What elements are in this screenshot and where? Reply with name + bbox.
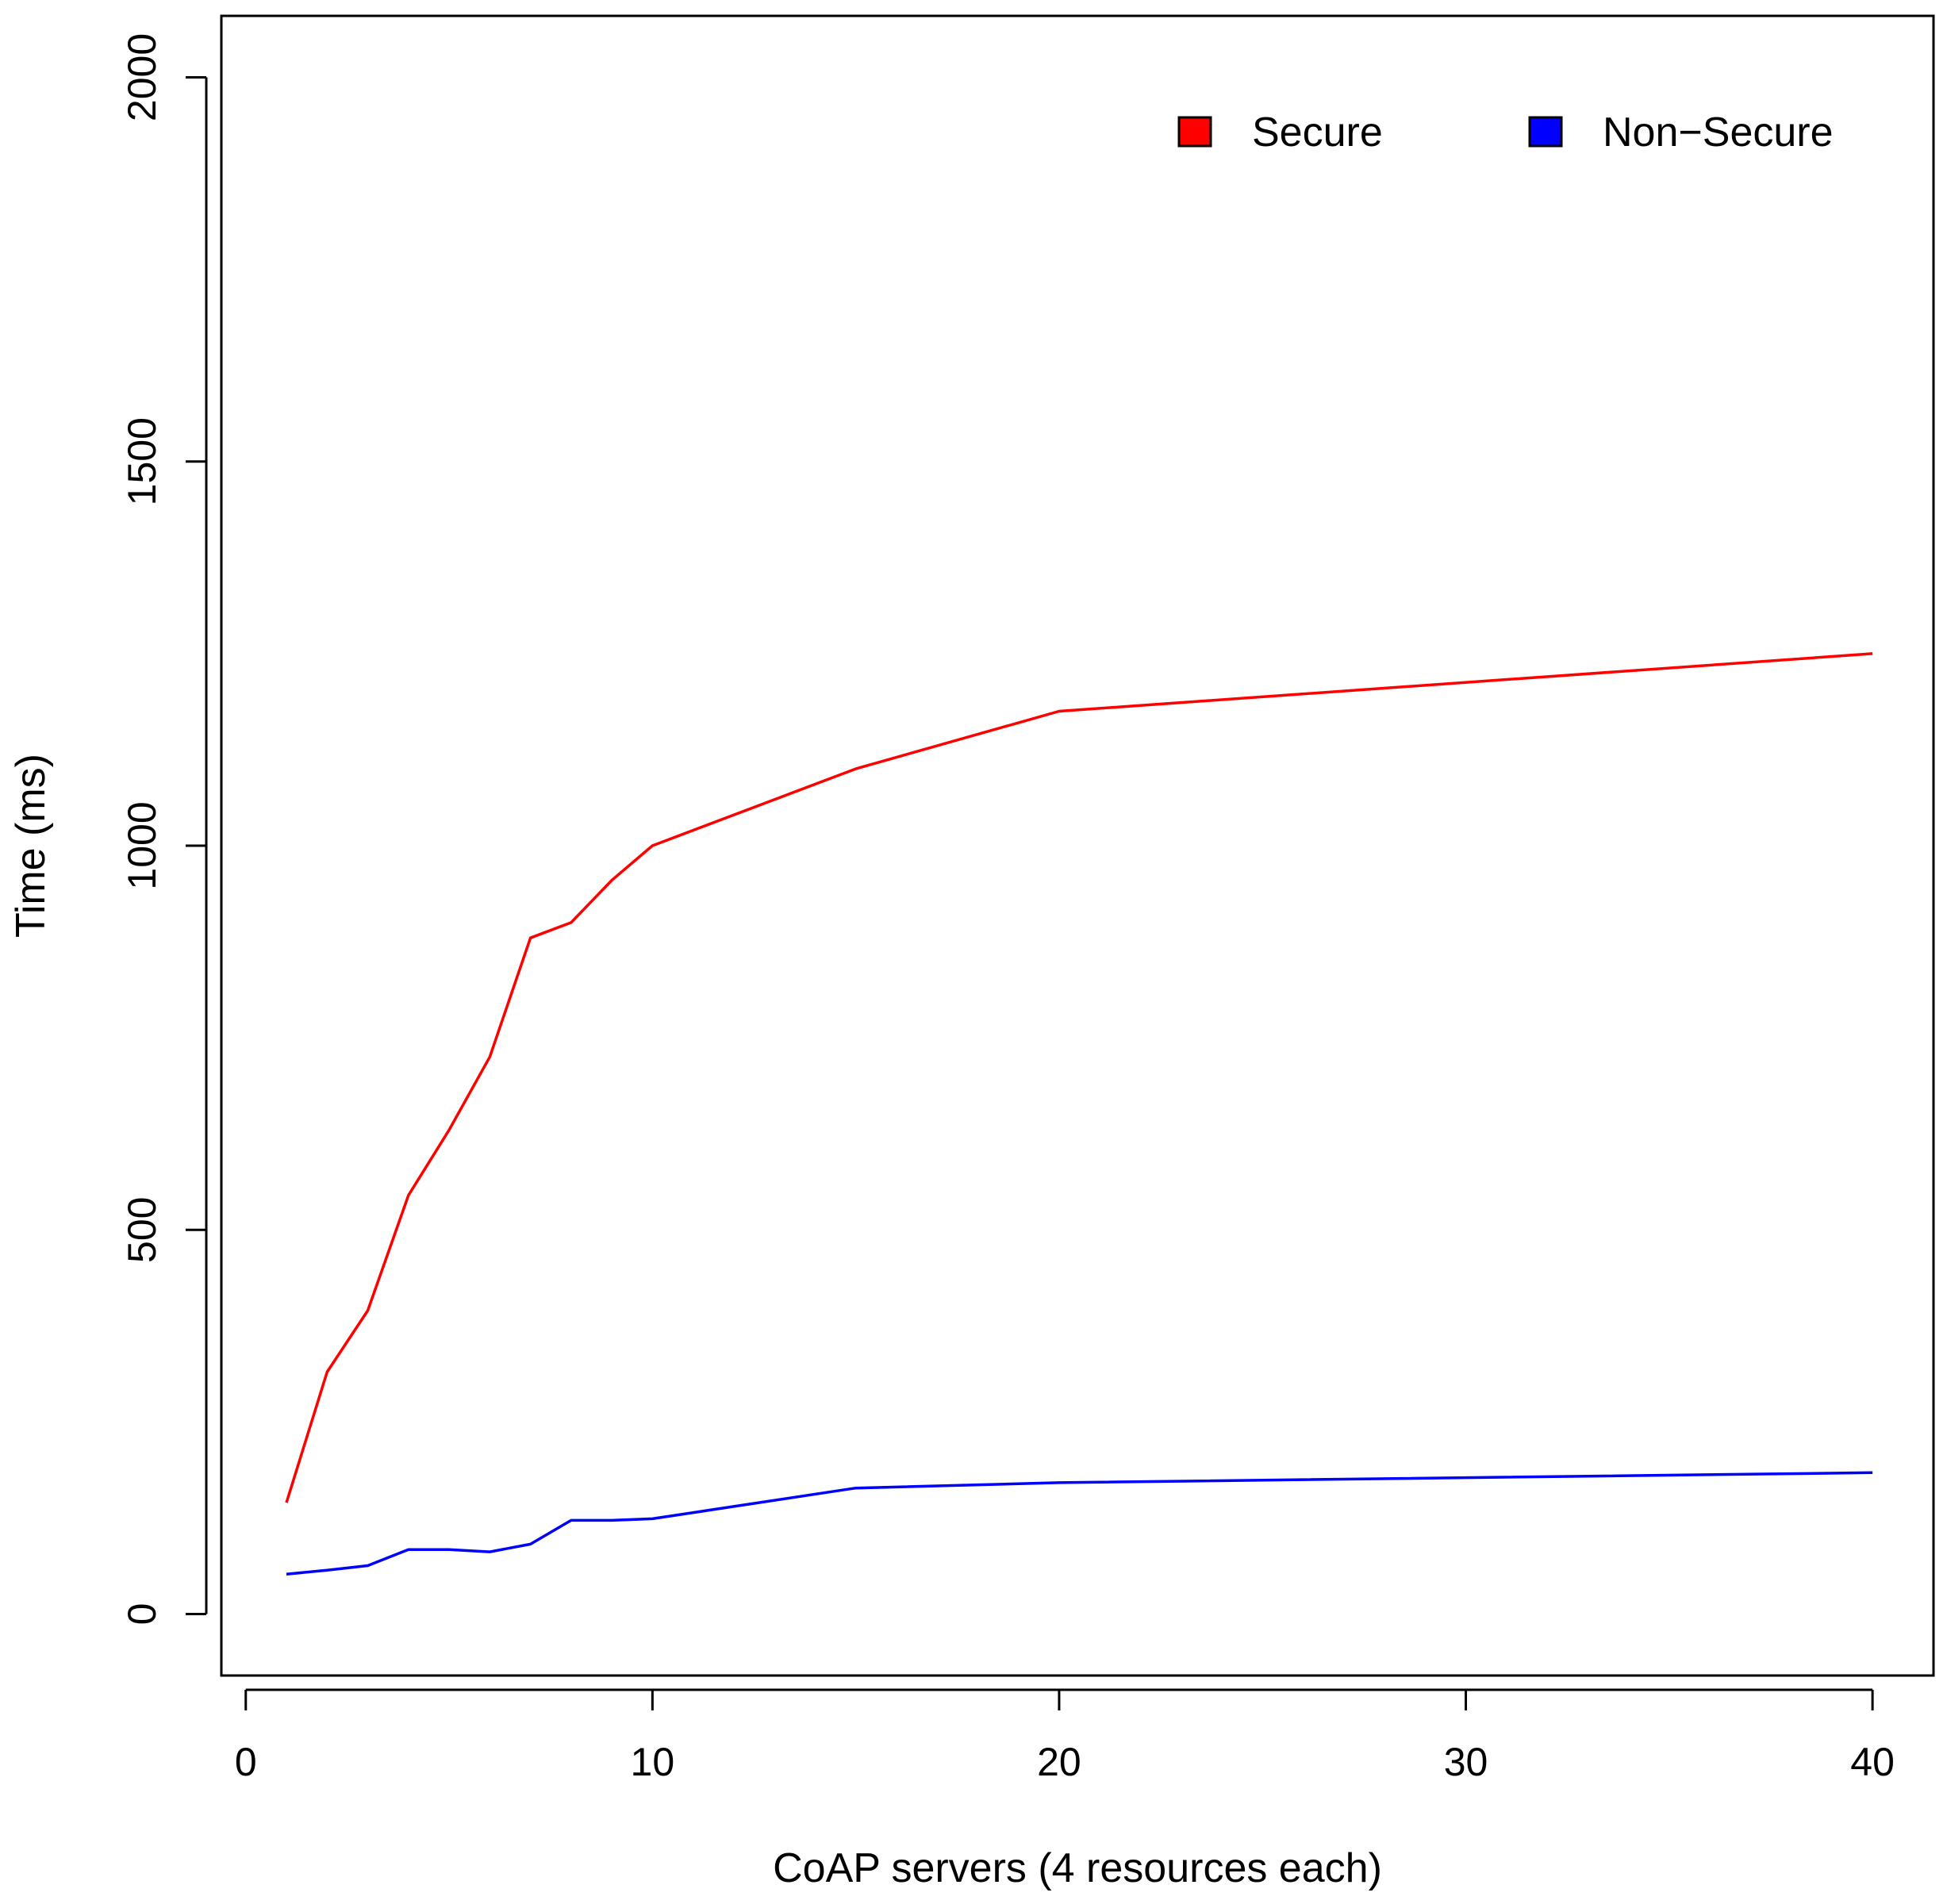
data-point-secure [1057, 709, 1062, 714]
y-axis-title: Time (ms) [8, 754, 54, 938]
x-tick-label: 10 [631, 1740, 675, 1784]
data-point-secure [406, 1193, 411, 1198]
data-point-non-secure [284, 1572, 289, 1576]
y-axis: 0 500 1000 1500 2000 [120, 33, 208, 1626]
data-point-non-secure [1870, 1470, 1875, 1475]
x-tick-label: 20 [1037, 1740, 1081, 1784]
data-point-non-secure [324, 1568, 329, 1572]
data-point-secure [366, 1308, 371, 1313]
data-point-secure [487, 1054, 492, 1059]
data-point-non-secure [528, 1541, 533, 1546]
x-tick-label: 0 [235, 1740, 257, 1784]
data-point-secure [284, 1500, 289, 1505]
legend-swatch-non-secure [1528, 116, 1563, 148]
data-point-non-secure [609, 1518, 614, 1522]
data-point-secure [854, 766, 858, 771]
data-point-secure [1870, 651, 1875, 656]
data-point-non-secure [366, 1564, 371, 1568]
data-point-non-secure [569, 1518, 574, 1522]
x-axis-title: CoAP servers (4 resources each) [773, 1845, 1382, 1891]
y-tick-label: 500 [120, 1197, 164, 1263]
data-point-non-secure [487, 1549, 492, 1554]
legend-label-secure: Secure [1252, 109, 1383, 155]
x-tick-label: 30 [1444, 1740, 1488, 1784]
legend-label-non-secure: Non−Secure [1603, 109, 1834, 155]
series-layer [284, 651, 1875, 1576]
data-point-secure [447, 1127, 451, 1132]
data-point-non-secure [447, 1547, 451, 1552]
x-axis: 0 10 20 30 40 [235, 1688, 1895, 1784]
data-point-non-secure [1057, 1480, 1062, 1485]
y-tick-label: 2000 [120, 33, 164, 121]
data-point-secure [569, 920, 574, 925]
legend-swatch-secure [1177, 116, 1212, 148]
data-point-secure [528, 935, 533, 940]
y-tick-label: 1000 [120, 801, 164, 889]
series-line-non-secure [286, 1471, 1873, 1576]
data-point-secure [650, 843, 655, 848]
y-tick-label: 0 [120, 1603, 164, 1626]
series-line-secure [285, 652, 1873, 1503]
data-point-non-secure [650, 1516, 655, 1521]
data-point-secure [324, 1369, 329, 1374]
plot-frame [220, 14, 1935, 1677]
y-tick-label: 1500 [120, 417, 164, 505]
data-point-secure [609, 878, 614, 883]
data-point-non-secure [854, 1486, 858, 1491]
x-tick-label: 40 [1850, 1740, 1895, 1784]
data-point-non-secure [406, 1547, 411, 1552]
legend: Secure Non−Secure [1177, 109, 1834, 155]
